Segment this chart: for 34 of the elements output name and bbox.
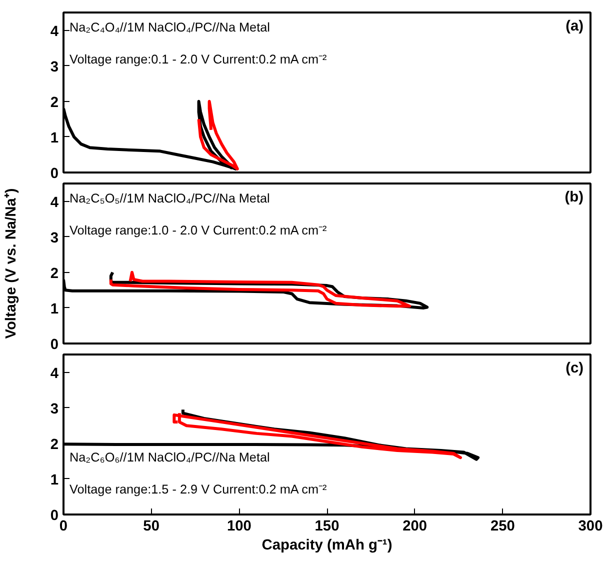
y-tick-label: 2 (50, 94, 59, 111)
annotation: Na₂C₆O₆//1M NaClO₄/PC//Na Metal (70, 450, 270, 464)
y-tick-label: 4 (50, 24, 60, 40)
x-tick-label: 50 (143, 518, 160, 534)
x-axis-title: Capacity (mAh g⁻¹) (262, 538, 392, 554)
annotation: Na₂C₅O₅//1M NaClO₄/PC//Na Metal (70, 192, 270, 206)
annotation: (a) (566, 18, 584, 34)
annotation: Voltage range:0.1 - 2.0 V Current:0.2 mA cm⁻² (70, 52, 327, 66)
y-tick-label: 4 (50, 366, 60, 382)
line-series (197, 100, 239, 170)
annotation: Na₂C₄O₄//1M NaClO₄/PC//Na Metal (70, 20, 270, 34)
y-tick-label: 2 (50, 436, 59, 453)
y-tick-label: 0 (50, 508, 59, 524)
y-tick-label: 0 (50, 166, 59, 182)
y-tick-label: 4 (50, 194, 60, 211)
annotation: (b) (564, 190, 584, 206)
y-tick-label: 3 (50, 230, 59, 246)
y-tick-label: 3 (50, 59, 59, 76)
annotation: Voltage range:1.5 - 2.9 V Current:0.2 mA cm⁻² (70, 482, 327, 496)
line-series (109, 270, 412, 308)
x-tick-label: 300 (578, 518, 603, 534)
x-tick-label: 100 (226, 518, 252, 534)
x-tick-label: 200 (402, 518, 428, 534)
x-tick-label: 150 (314, 518, 340, 534)
y-tick-label: 1 (50, 130, 59, 146)
y-tick-label: 1 (50, 472, 59, 488)
y-tick-label: 2 (50, 266, 59, 282)
annotation: (c) (566, 360, 584, 376)
y-tick-label: 0 (50, 337, 59, 353)
x-tick-label: 250 (490, 518, 515, 534)
y-axis-title: Voltage (V vs. Na/Na⁺) (4, 188, 20, 339)
y-tick-label: 3 (50, 401, 59, 418)
y-tick-label: 1 (50, 301, 59, 318)
annotation: Voltage range:1.0 - 2.0 V Current:0.2 mA cm⁻² (70, 224, 327, 238)
